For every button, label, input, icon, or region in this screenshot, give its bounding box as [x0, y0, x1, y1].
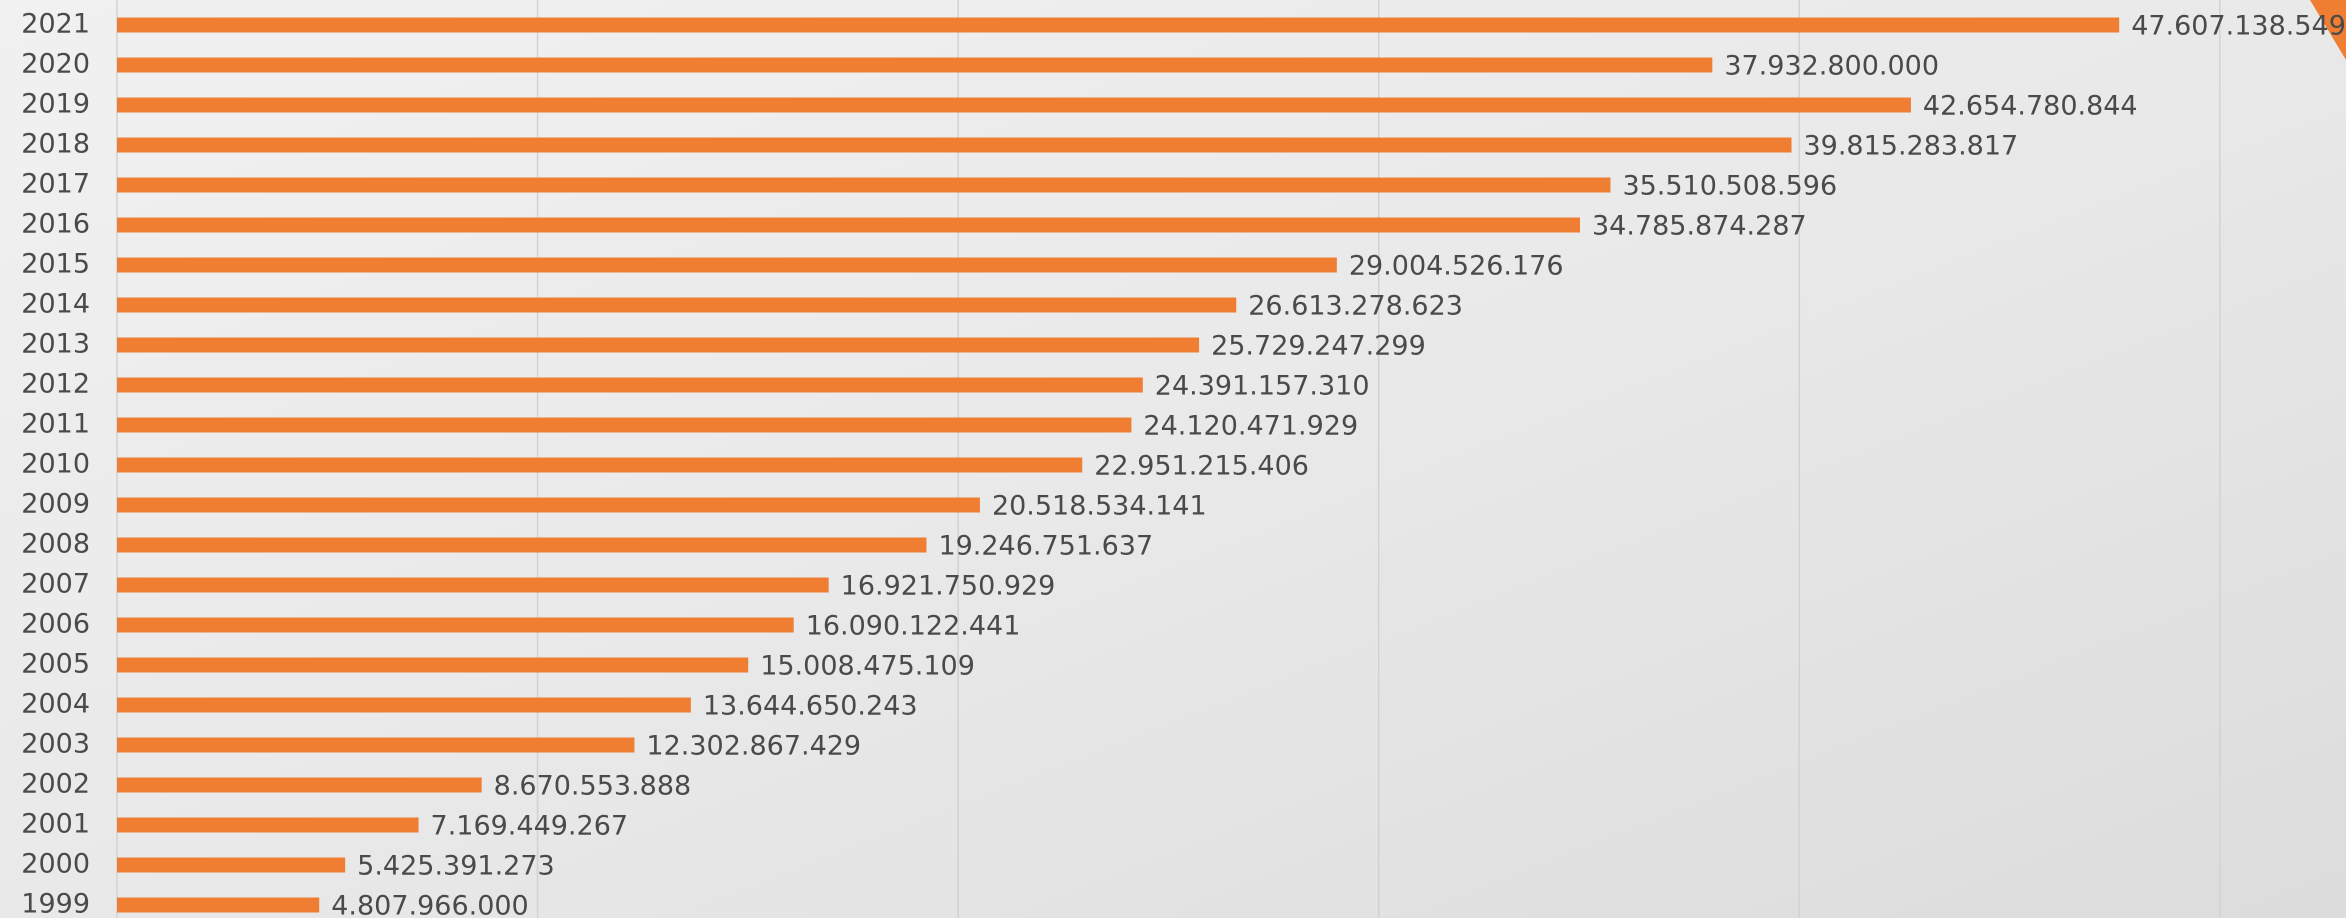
y-tick-label: 2020: [21, 49, 90, 80]
y-tick-label: 2004: [21, 689, 90, 720]
bar: [117, 578, 829, 593]
value-label: 12.302.867.429: [646, 731, 861, 762]
bar: [117, 818, 419, 833]
y-tick-label: 2010: [21, 449, 90, 480]
value-label: 37.932.800.000: [1724, 51, 1939, 82]
bar: [117, 618, 794, 633]
value-label: 34.785.874.287: [1592, 211, 1807, 242]
value-label: 22.951.215.406: [1094, 451, 1309, 482]
value-label: 4.807.966.000: [331, 891, 529, 918]
value-label: 29.004.526.176: [1349, 251, 1564, 282]
y-tick-label: 2000: [21, 849, 90, 880]
bar: [117, 378, 1143, 393]
y-tick-label: 1999: [21, 889, 90, 918]
y-tick-label: 2003: [21, 729, 90, 760]
value-label: 13.644.650.243: [703, 691, 918, 722]
bar: [117, 138, 1791, 153]
value-label: 24.120.471.929: [1143, 411, 1358, 442]
bar: [117, 778, 482, 793]
bar: [117, 898, 319, 913]
value-label: 7.169.449.267: [431, 811, 629, 842]
value-label: 42.654.780.844: [1923, 91, 2138, 122]
value-label: 24.391.157.310: [1155, 371, 1370, 402]
bar: [117, 58, 1712, 73]
y-tick-label: 2019: [21, 89, 90, 120]
bar: [117, 258, 1337, 273]
bar: [117, 298, 1236, 313]
bar: [117, 98, 1911, 113]
value-label: 5.425.391.273: [357, 851, 555, 882]
value-label: 19.246.751.637: [938, 531, 1153, 562]
bar: [117, 858, 345, 873]
bar: [117, 178, 1610, 193]
y-tick-label: 2009: [21, 489, 90, 520]
bar: [117, 538, 926, 553]
value-label: 26.613.278.623: [1248, 291, 1463, 322]
bar: [117, 218, 1580, 233]
value-label: 16.090.122.441: [806, 611, 1021, 642]
value-label: 39.815.283.817: [1803, 131, 2018, 162]
bar: [117, 458, 1082, 473]
value-label: 8.670.553.888: [494, 771, 692, 802]
bar: [117, 698, 691, 713]
y-tick-label: 2011: [21, 409, 90, 440]
value-label: 35.510.508.596: [1622, 171, 1837, 202]
bar: [117, 738, 634, 753]
y-tick-label: 2016: [21, 209, 90, 240]
y-tick-label: 2007: [21, 569, 90, 600]
chart: 2021 47.607.138.549 2020 37.932.800.000 2019…: [0, 0, 2346, 918]
y-tick-label: 2013: [21, 329, 90, 360]
bar: [117, 18, 2119, 33]
y-tick-label: 2002: [21, 769, 90, 800]
value-label: 20.518.534.141: [992, 491, 1207, 522]
y-tick-label: 2012: [21, 369, 90, 400]
y-tick-label: 2015: [21, 249, 90, 280]
y-tick-label: 2005: [21, 649, 90, 680]
y-tick-label: 2014: [21, 289, 90, 320]
bar: [117, 418, 1131, 433]
y-tick-label: 2006: [21, 609, 90, 640]
y-tick-label: 2001: [21, 809, 90, 840]
value-label: 25.729.247.299: [1211, 331, 1426, 362]
bar: [117, 498, 980, 513]
y-tick-label: 2018: [21, 129, 90, 160]
bar: [117, 658, 748, 673]
value-label: 15.008.475.109: [760, 651, 975, 682]
bar: [117, 338, 1199, 353]
value-label: 47.607.138.549: [2131, 11, 2346, 42]
value-label: 16.921.750.929: [841, 571, 1056, 602]
y-tick-label: 2017: [21, 169, 90, 200]
y-tick-label: 2021: [21, 9, 90, 40]
y-tick-label: 2008: [21, 529, 90, 560]
